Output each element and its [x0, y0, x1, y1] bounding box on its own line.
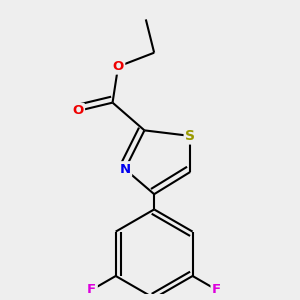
Text: F: F [212, 284, 221, 296]
Text: N: N [119, 163, 130, 176]
Text: F: F [87, 284, 96, 296]
Text: O: O [112, 60, 124, 73]
Text: O: O [72, 104, 83, 118]
Text: S: S [185, 129, 195, 143]
